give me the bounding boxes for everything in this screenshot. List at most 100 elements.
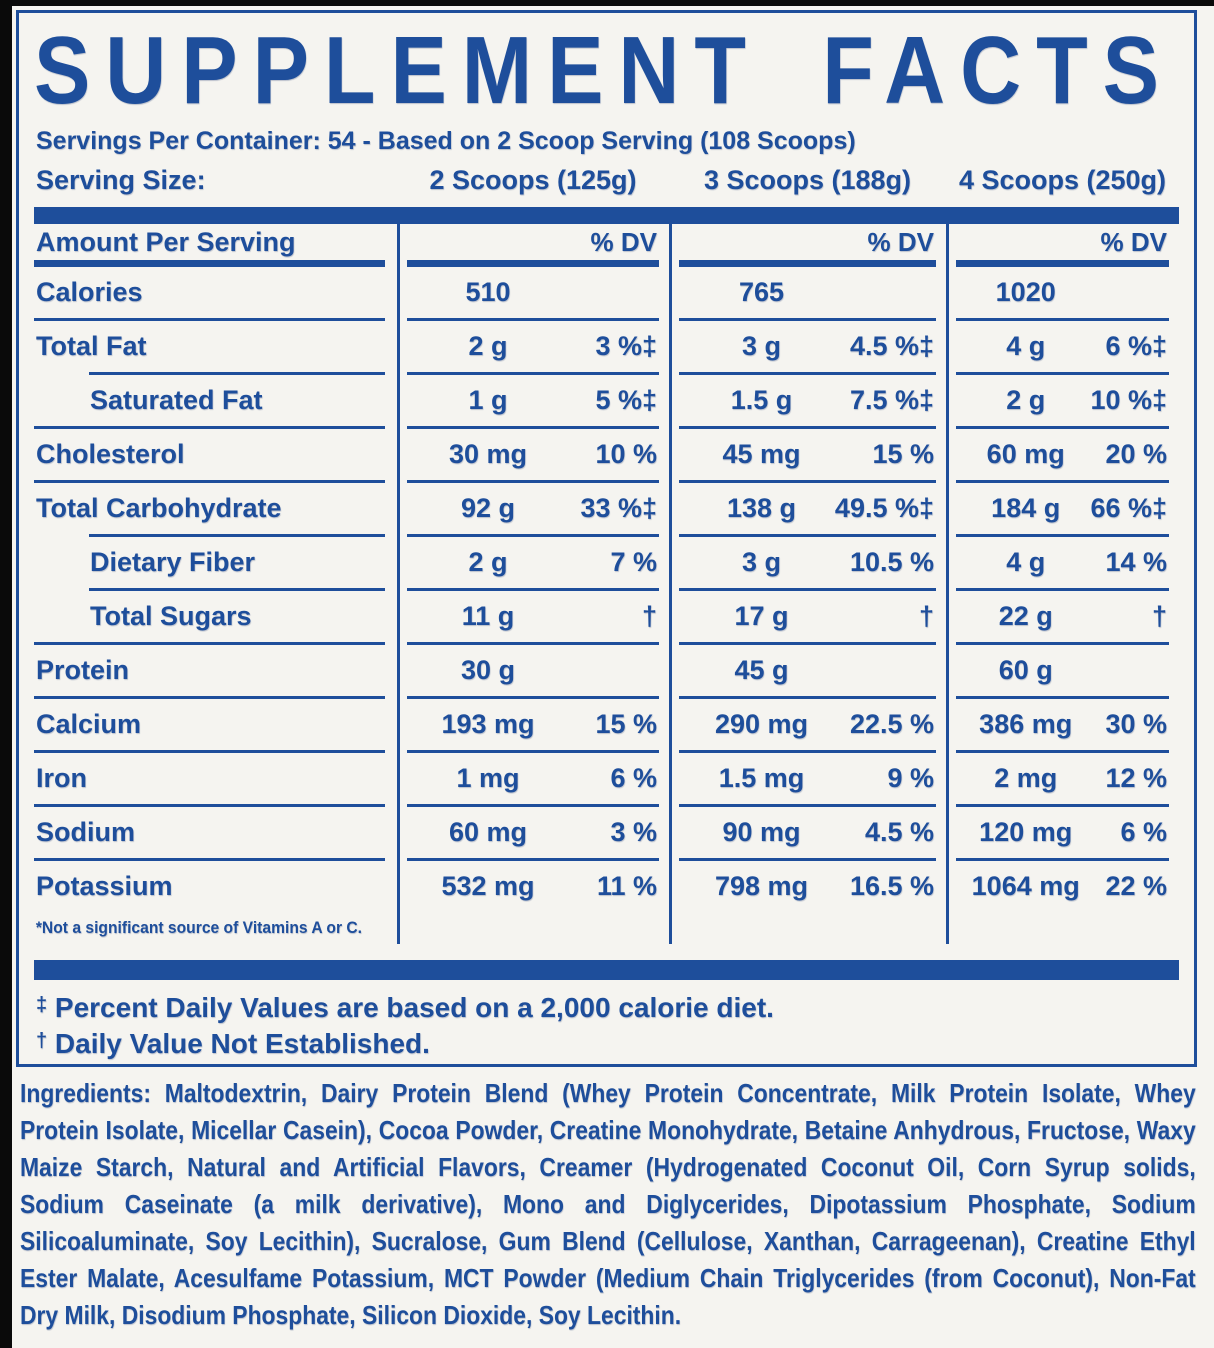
dv-value: 4.5 %‡ [849,331,934,361]
row-cholesterol: Cholesterol 30 mg 10 % 45 mg 15 % 60 mg 20 … [34,429,1179,480]
value-cell: 1 g 5 %‡ [397,385,669,416]
dv-value: 10 %‡ [1090,385,1167,415]
value-cell: 2 g 10 %‡ [946,385,1179,416]
dv-value: † [641,601,657,631]
row-calcium: Calcium 193 mg 15 % 290 mg 22.5 % 386 mg 30… [34,699,1179,750]
value-cell: 90 mg 4.5 % [669,817,946,848]
nutrient-label: Total Sugars [90,601,252,631]
row-iron: Iron 1 mg 6 % 1.5 mg 9 % 2 mg 12 % [34,753,1179,804]
amount-value: 193 mg [441,709,535,739]
amount-value: 3 g [741,547,781,577]
amount-value: 60 g [998,655,1053,685]
dv-value: † [1151,601,1167,631]
nutrient-label: Iron [36,763,87,793]
value-cell: 798 mg 16.5 % [669,871,946,902]
amount-value: 184 g [991,493,1061,523]
value-cell: 17 g † [669,601,946,632]
value-cell: 290 mg 22.5 % [669,709,946,740]
dv-value: 3 %‡ [595,331,657,361]
amount-value: 510 [465,277,511,307]
table-footnote: *Not a significant source of Vitamins A … [35,918,363,937]
footnote-dagger: † Daily Value Not Established. [36,1026,1179,1062]
dv-value: 6 % [1120,817,1167,847]
value-cell: 1020 [946,277,1179,308]
dv-value: 11 % [596,871,657,901]
ddagger-text: Percent Daily Values are based on a 2,00… [54,992,774,1023]
dv-header-cell: % DV [669,227,946,258]
amount-value: 1 mg [456,763,520,793]
amount-value: 45 g [734,655,789,685]
label-sheet: SUPPLEMENT FACTS Servings Per Container:… [12,6,1214,1348]
nutrient-label: Calories [36,277,143,307]
dv-value: 33 %‡ [580,493,657,523]
dv-value: 15 % [595,709,657,739]
amount-value: 60 mg [986,439,1065,469]
legend: ‡ Percent Daily Values are based on a 2,… [36,990,1179,1062]
dv-value: 9 % [887,763,934,793]
dv-value: 66 %‡ [1090,493,1167,523]
page-title: SUPPLEMENT FACTS [34,17,1174,124]
value-cell: 22 g † [946,601,1179,632]
amount-value: 1 g [468,385,508,415]
amount-value: 4 g [1006,331,1046,361]
amount-value: 2 g [1006,385,1046,415]
amount-value: 11 g [461,601,515,631]
dagger-symbol: † [36,1030,48,1052]
amount-value: 1064 mg [971,871,1080,901]
row-protein: Protein 30 g 45 g 60 g [34,645,1179,696]
value-cell: 138 g 49.5 %‡ [669,493,946,524]
amount-per-serving-header: Amount Per Serving [36,227,296,257]
row-separator [34,588,1179,591]
nutrient-label: Cholesterol [36,439,185,469]
amount-value: 45 mg [722,439,801,469]
dv-header: % DV [1100,227,1167,257]
dagger-text: Daily Value Not Established. [54,1028,430,1059]
amount-value: 532 mg [441,871,535,901]
dv-value: 4.5 % [864,817,934,847]
value-cell: 60 mg 20 % [946,439,1179,470]
value-cell: 45 mg 15 % [669,439,946,470]
value-cell: 120 mg 6 % [946,817,1179,848]
dv-header-cell: % DV [397,227,669,258]
amount-value: 2 g [468,331,508,361]
nutrient-label: Sodium [36,817,135,847]
amount-value: 1020 [995,277,1056,307]
value-cell: 30 mg 10 % [397,439,669,470]
value-cell: 184 g 66 %‡ [946,493,1179,524]
nutrient-label: Saturated Fat [90,385,263,415]
amount-value: 30 mg [448,439,528,469]
amount-value: 386 mg [979,709,1073,739]
row-separator [34,642,1179,645]
value-cell: 386 mg 30 % [946,709,1179,740]
nutrient-label: Protein [36,655,130,685]
column-divider-1 [397,224,400,944]
facts-panel: SUPPLEMENT FACTS Servings Per Container:… [16,10,1197,1067]
amount-value: 1.5 g [730,385,793,415]
amount-value: 92 g [461,493,516,523]
row-separator [34,372,1179,375]
dv-value: 30 % [1105,709,1167,739]
nutrient-label: Dietary Fiber [90,547,256,577]
amount-value: 120 mg [979,817,1073,847]
nutrient-label: Potassium [36,871,173,901]
value-cell: 765 [669,277,946,308]
amount-value: 138 g [726,493,796,523]
dv-value: 12 % [1105,763,1167,793]
amount-value: 2 mg [994,763,1058,793]
row-separator [34,696,1179,699]
value-cell: 2 mg 12 % [946,763,1179,794]
amount-value: 765 [738,277,784,307]
row-separator [34,804,1179,807]
amount-value: 1.5 mg [718,763,805,793]
amount-value: 30 g [461,655,516,685]
value-cell: 1.5 mg 9 % [669,763,946,794]
nutrient-label: Total Carbohydrate [36,493,282,523]
dv-value: 10 % [595,439,657,469]
amount-value: 290 mg [714,709,808,739]
dv-value: 3 % [610,817,657,847]
table-footnote-row: *Not a significant source of Vitamins A … [34,912,1179,944]
serving-size-label: Serving Size: [36,165,206,195]
serving-size-option-3: 4 Scoops (250g) [958,165,1167,195]
value-cell: 92 g 33 %‡ [397,493,669,524]
dv-value: 16.5 % [849,871,934,901]
